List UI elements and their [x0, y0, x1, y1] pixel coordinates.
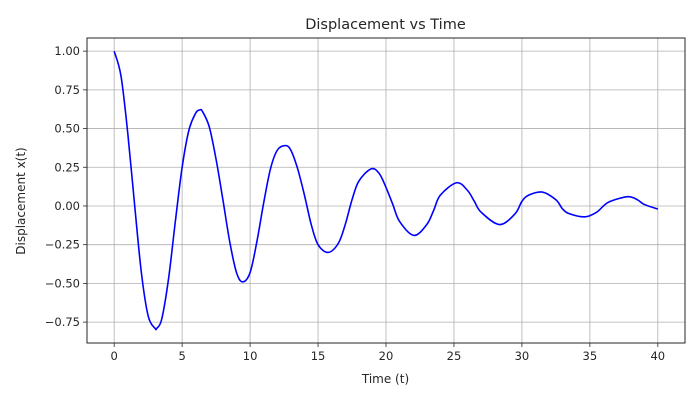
x-tick-label: 10	[243, 349, 258, 363]
x-tick-label: 25	[447, 349, 462, 363]
y-axis-ticks: −0.75 −0.50 −0.25 0.00 0.25 0.50 0.75 1.00	[45, 44, 87, 329]
x-tick-label: 20	[379, 349, 394, 363]
x-tick-label: 30	[515, 349, 530, 363]
y-tick-label: −0.25	[45, 238, 80, 252]
y-tick-label: −0.75	[45, 315, 80, 329]
y-tick-label: −0.50	[45, 276, 80, 290]
x-tick-label: 35	[583, 349, 598, 363]
x-tick-label: 40	[650, 349, 665, 363]
x-tick-label: 0	[111, 349, 118, 363]
y-tick-label: 1.00	[54, 44, 80, 58]
grid	[87, 38, 685, 343]
y-tick-label: 0.00	[54, 199, 80, 213]
x-axis-title: Time (t)	[361, 372, 409, 386]
y-tick-label: 0.75	[54, 83, 80, 97]
chart-title: Displacement vs Time	[305, 17, 466, 33]
plot-lines	[113, 50, 659, 331]
y-tick-label: 0.50	[54, 122, 80, 136]
x-tick-label: 5	[178, 349, 185, 363]
y-tick-label: 0.25	[54, 160, 80, 174]
series-line-0	[113, 50, 659, 331]
x-tick-label: 15	[311, 349, 326, 363]
y-axis-title: Displacement x(t)	[14, 147, 28, 254]
x-axis-ticks: 0 5 10 15 20 25 30 35 40	[111, 343, 665, 363]
